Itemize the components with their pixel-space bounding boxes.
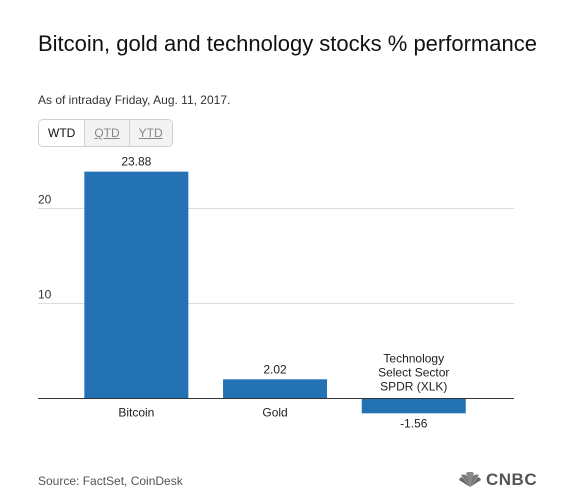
y-tick-label: 20	[38, 193, 52, 207]
data-label: 2.02	[263, 362, 287, 376]
bar	[84, 171, 189, 399]
bar	[361, 398, 466, 414]
bar-chart: 10 20 23.88 Bitcoin 2.02 Gold -1.56 Technology S…	[38, 155, 514, 430]
source-note: Source: FactSet, CoinDesk	[38, 474, 183, 488]
x-tick-label: Technology Select Sector SPDR (XLK)	[378, 352, 449, 394]
chart-subtitle: As of intraday Friday, Aug. 11, 2017.	[38, 93, 231, 107]
peacock-icon	[459, 472, 481, 487]
tab-qtd[interactable]: QTD	[84, 120, 129, 146]
period-tabs: WTD QTD YTD	[38, 119, 173, 147]
data-label: -1.56	[400, 416, 428, 430]
data-label: 23.88	[121, 155, 151, 169]
bar	[223, 379, 328, 399]
chart-title: Bitcoin, gold and technology stocks % pe…	[38, 31, 537, 56]
x-tick-label: Gold	[262, 406, 287, 420]
tab-ytd[interactable]: YTD	[128, 120, 172, 146]
cnbc-logo: CNBC	[458, 470, 537, 490]
y-tick-label: 10	[38, 288, 52, 302]
x-tick-label: Bitcoin	[118, 406, 154, 420]
logo-wordmark: CNBC	[486, 470, 538, 489]
tab-wtd[interactable]: WTD	[39, 120, 85, 146]
